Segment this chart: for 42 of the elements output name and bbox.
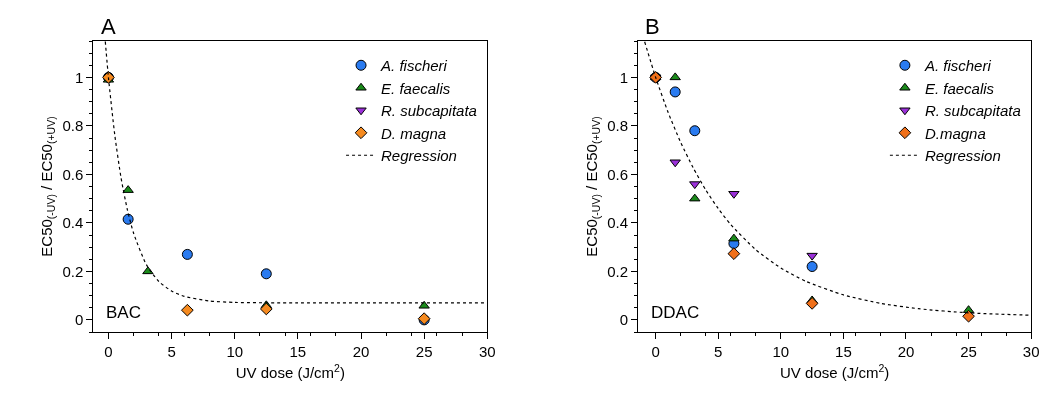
chart-title: A: [101, 14, 116, 39]
y-tick-label: 0.8: [607, 117, 629, 135]
x-tick-label: 10: [772, 343, 790, 360]
legend-label: R. subcapitata: [924, 102, 1021, 120]
y-tick-label: 0.2: [62, 262, 84, 280]
legend-label: A. fischeri: [923, 57, 992, 75]
x-tick-label: 25: [960, 343, 977, 360]
x-tick-label: 15: [835, 343, 852, 360]
y-tick-label: 0: [74, 311, 84, 329]
x-tick-label: 25: [415, 343, 433, 360]
legend-label: Regression: [381, 147, 457, 165]
y-tick-label: 0.4: [62, 214, 84, 232]
annotation: BAC: [106, 303, 141, 322]
chart-title: B: [645, 14, 660, 39]
y-tick-label: 0.2: [607, 262, 629, 280]
legend-label: D.magna: [924, 124, 986, 142]
x-tick-label: 5: [714, 343, 723, 360]
x-tick-label: 15: [289, 343, 307, 360]
y-tick-label: 0: [619, 311, 629, 329]
x-tick-label: 0: [651, 343, 660, 360]
legend-label: E. faecalis: [381, 79, 451, 97]
legend-label: R. subcapitata: [381, 102, 477, 120]
legend-label: Regression: [924, 147, 1001, 165]
x-tick-label: 20: [352, 343, 370, 360]
x-tick-label: 30: [478, 343, 496, 360]
y-tick-label: 1: [619, 68, 629, 86]
annotation: DDAC: [651, 303, 700, 322]
legend-label: E. faecalis: [924, 79, 995, 97]
legend-label: D. magna: [381, 124, 447, 142]
x-tick-label: 0: [104, 343, 113, 360]
y-tick-label: 0.6: [62, 165, 84, 183]
legend-label: A. fischeri: [380, 57, 448, 75]
x-tick-label: 30: [1022, 343, 1040, 360]
y-tick-label: 0.4: [607, 214, 629, 232]
y-tick-label: 1: [74, 68, 84, 86]
x-tick-label: 20: [897, 343, 915, 360]
x-tick-label: 10: [226, 343, 244, 360]
x-tick-label: 5: [167, 343, 176, 360]
x-axis-title: UV dose (J/cm$^{2}$): [235, 361, 345, 381]
y-tick-label: 0.8: [62, 117, 84, 135]
y-tick-label: 0.6: [607, 165, 629, 183]
x-axis-title: UV dose (J/cm$^{2}$): [780, 361, 890, 381]
